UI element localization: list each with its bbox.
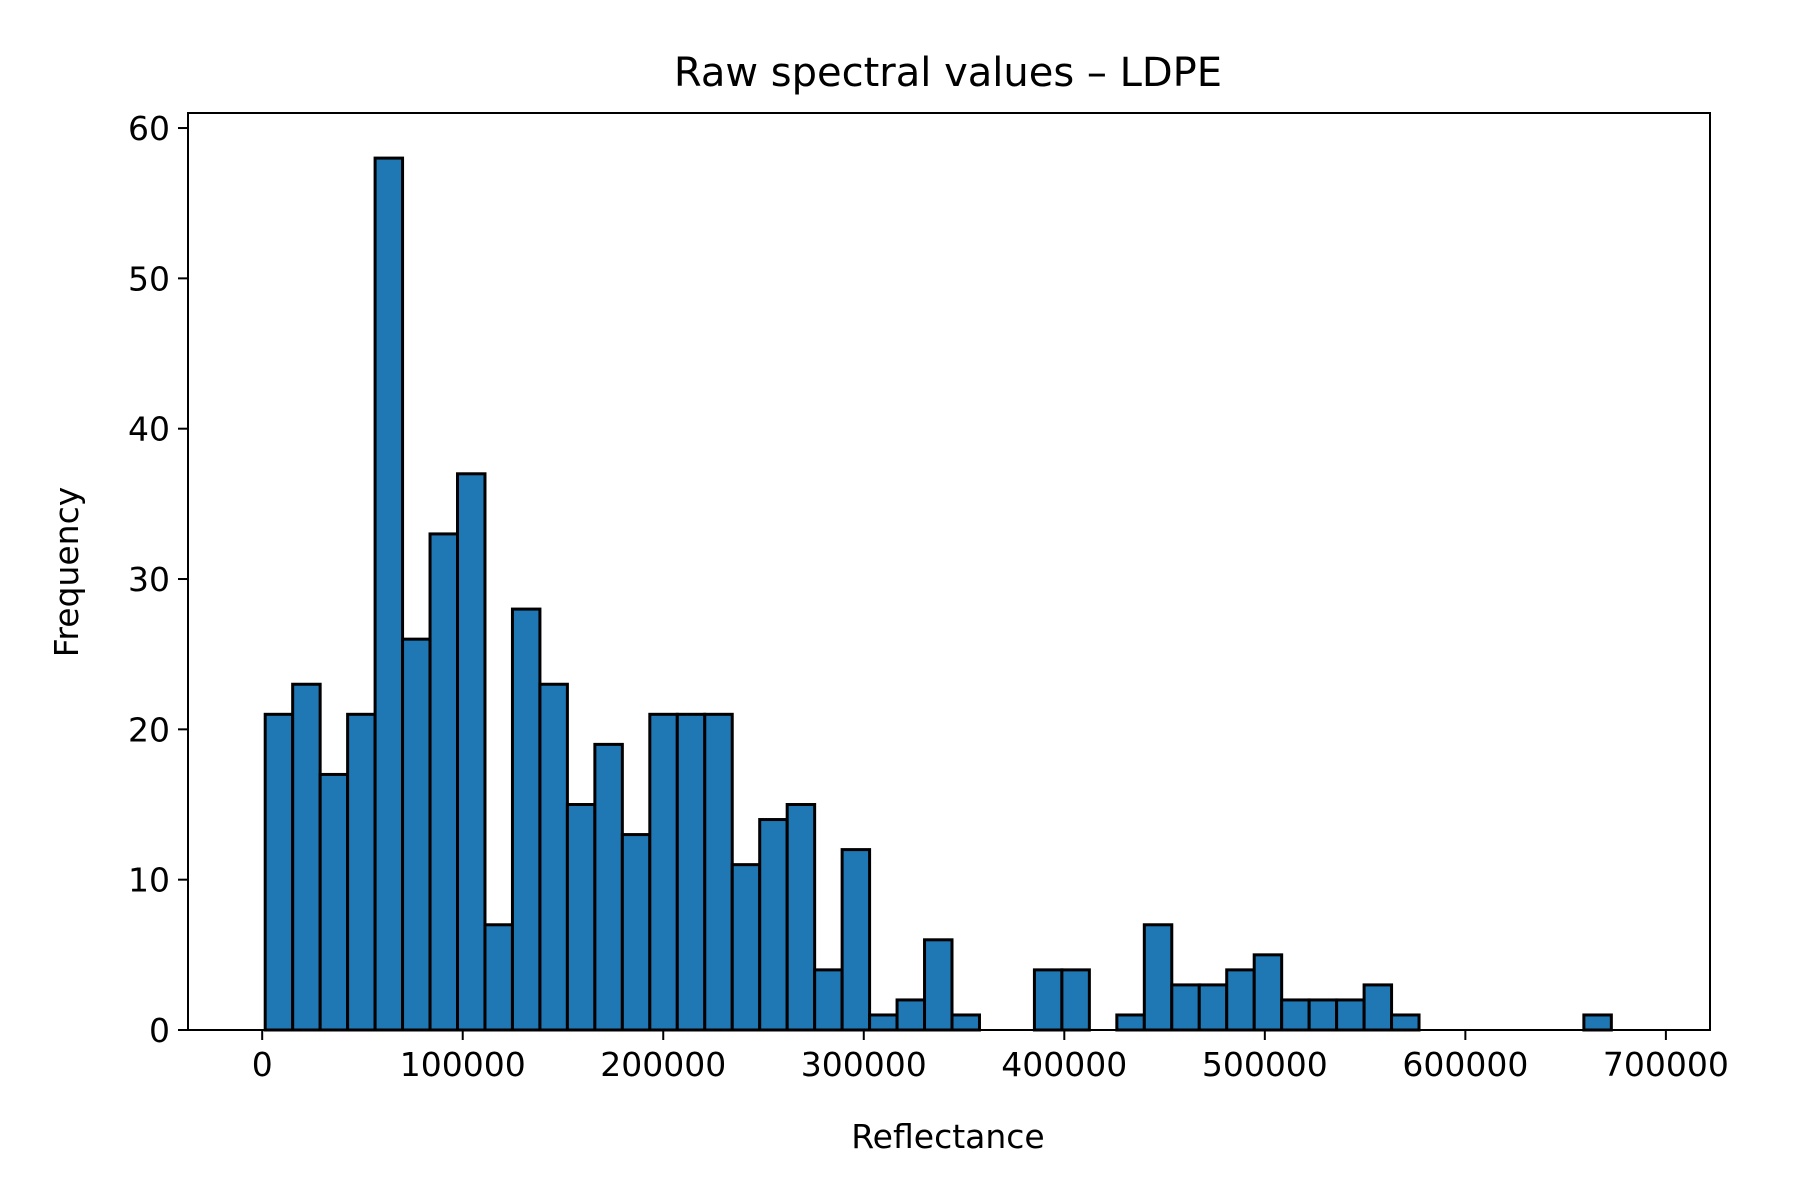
histogram-bar xyxy=(1060,968,1091,1032)
histogram-bar xyxy=(1582,1013,1613,1032)
histogram-bar xyxy=(868,1013,899,1032)
x-tick-label: 400000 xyxy=(1001,1045,1127,1084)
bars-group xyxy=(263,156,1613,1032)
histogram-bar xyxy=(895,998,927,1032)
histogram-bar xyxy=(510,607,542,1032)
histogram-bar xyxy=(730,863,762,1032)
histogram-bar xyxy=(456,472,487,1032)
histogram-bar xyxy=(923,938,954,1032)
histogram-bar xyxy=(1170,983,1201,1032)
y-tick-label: 40 xyxy=(128,410,170,449)
chart-title: Raw spectral values – LDPE xyxy=(674,50,1222,96)
x-axis: 0 100000 200000 300000 400000 500000 600000 700… xyxy=(252,1030,1729,1084)
y-axis: 0 10 20 30 40 50 60 xyxy=(128,109,188,1050)
histogram-bar xyxy=(758,818,789,1032)
x-axis-label: Reflectance xyxy=(851,1117,1045,1156)
histogram-bar xyxy=(428,532,460,1032)
histogram-bar xyxy=(483,923,514,1032)
histogram-bar xyxy=(620,833,652,1032)
histogram-bar xyxy=(1142,923,1174,1032)
histogram-bar xyxy=(346,712,377,1032)
x-tick-label: 100000 xyxy=(400,1045,526,1084)
x-tick-label: 700000 xyxy=(1603,1045,1729,1084)
x-tick-label: 500000 xyxy=(1202,1045,1328,1084)
histogram-bar xyxy=(1362,983,1394,1032)
histogram-bar xyxy=(538,682,569,1032)
histogram-bar xyxy=(1115,1013,1146,1032)
x-tick-label: 0 xyxy=(252,1045,273,1084)
x-tick-label: 600000 xyxy=(1402,1045,1528,1084)
histogram-bar xyxy=(675,712,707,1032)
histogram-bar xyxy=(263,712,295,1032)
histogram-bar xyxy=(813,968,844,1032)
y-tick-label: 20 xyxy=(128,710,170,749)
histogram-bar xyxy=(593,742,624,1032)
histogram-bar xyxy=(1225,968,1256,1032)
plot-frame xyxy=(187,112,1711,1031)
histogram-bar xyxy=(840,848,872,1032)
histogram-bar xyxy=(1390,1013,1421,1032)
y-axis-label: Frequency xyxy=(47,487,86,657)
histogram-bar xyxy=(565,803,597,1032)
histogram-bar xyxy=(1307,998,1339,1032)
histogram-bar xyxy=(1032,968,1064,1032)
x-tick-label: 200000 xyxy=(600,1045,726,1084)
histogram-bar xyxy=(1280,998,1311,1032)
histogram-bar xyxy=(950,1013,981,1032)
y-tick-label: 30 xyxy=(128,560,170,599)
histogram-bar xyxy=(648,712,679,1032)
y-tick-label: 60 xyxy=(128,109,170,148)
histogram-bar xyxy=(785,803,817,1032)
histogram-bar xyxy=(1335,998,1366,1032)
y-tick-label: 50 xyxy=(128,259,170,298)
histogram-bar xyxy=(401,637,432,1032)
histogram-bar xyxy=(318,772,350,1032)
histogram-bar xyxy=(1197,983,1229,1032)
histogram-bar xyxy=(291,682,322,1032)
x-tick-label: 300000 xyxy=(801,1045,927,1084)
y-tick-label: 0 xyxy=(149,1011,170,1050)
histogram-bar xyxy=(373,156,405,1032)
y-tick-label: 10 xyxy=(128,861,170,900)
histogram-bar xyxy=(703,712,734,1032)
histogram-bar xyxy=(1252,953,1284,1032)
